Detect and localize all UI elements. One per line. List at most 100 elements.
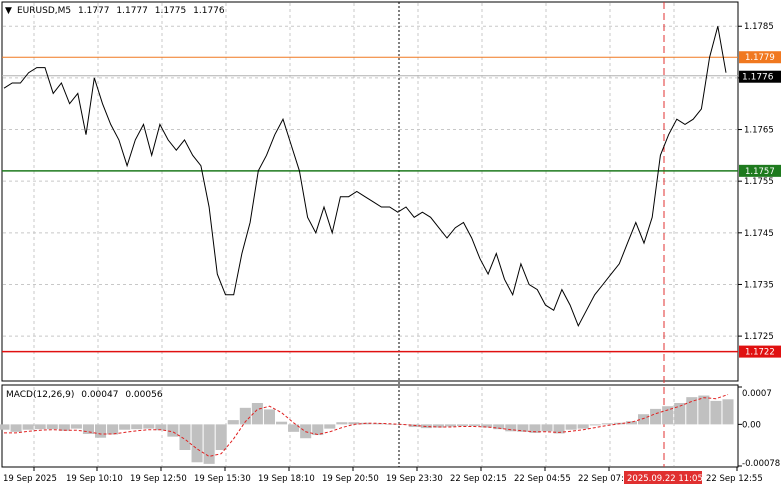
- macd-bar: [203, 424, 215, 464]
- macd-bar: [493, 424, 505, 430]
- macd-bar: [444, 424, 456, 427]
- symbol-header: ▼ EURUSD,M5 1.1777 1.1777 1.1775 1.1776: [5, 6, 225, 16]
- macd-bar: [577, 424, 589, 429]
- macd-name: MACD(12,26,9): [6, 390, 74, 400]
- macd-bar: [119, 424, 131, 430]
- macd-tick-label: 0.0007: [742, 389, 772, 399]
- macd-bar: [312, 424, 324, 436]
- time-tick-label: 19 Sep 12:50: [130, 474, 187, 484]
- time-tick-label: 22 Sep 04:55: [514, 474, 571, 484]
- macd-bar: [372, 423, 384, 425]
- macd-bar: [686, 397, 698, 425]
- macd-bar: [336, 422, 348, 425]
- macd-bar: [179, 424, 191, 450]
- macd-bar: [517, 424, 529, 432]
- level-price-labels: 1.1779 1.1757 1.1722: [739, 51, 781, 358]
- time-tick-label: 19 Sep 18:10: [258, 474, 315, 484]
- macd-bar: [625, 421, 637, 425]
- macd-bar: [167, 424, 179, 437]
- macd-bar: [46, 424, 58, 430]
- macd-bar: [541, 424, 553, 432]
- macd-bar: [662, 406, 674, 425]
- symbol-name: EURUSD,M5: [17, 6, 71, 16]
- macd-bar: [10, 424, 22, 432]
- price-tick-label: 1.1745: [744, 229, 774, 239]
- macd-bar: [70, 424, 82, 429]
- macd-bar: [0, 424, 10, 430]
- time-tick-label: 19 Sep 20:50: [322, 474, 379, 484]
- ohlc-low: 1.1775: [155, 6, 187, 16]
- price-grid: [3, 3, 737, 380]
- time-tick-label: 19 Sep 15:30: [194, 474, 251, 484]
- time-highlight-text: 2025.09.22 11:05: [627, 474, 703, 484]
- time-tick-label: 19 Sep 23:30: [386, 474, 443, 484]
- macd-bar: [95, 424, 107, 438]
- price-tick-label: 1.1765: [744, 126, 774, 136]
- macd-bar: [710, 400, 722, 425]
- macd-bar: [469, 424, 481, 426]
- header-dropdown-arrow-icon[interactable]: ▼: [5, 6, 12, 16]
- ohlc-close: 1.1776: [193, 6, 225, 16]
- macd-bar: [34, 424, 46, 430]
- macd-bar: [263, 409, 275, 425]
- time-tick-label: 22 Sep 02:15: [450, 474, 507, 484]
- macd-bar: [276, 421, 288, 425]
- macd-grid: [33, 387, 675, 466]
- macd-bar: [529, 424, 541, 433]
- macd-bar: [22, 424, 34, 430]
- macd-bar: [722, 399, 734, 425]
- level-label-text: 1.1757: [745, 167, 775, 177]
- ohlc-high: 1.1777: [116, 6, 148, 16]
- macd-bar: [239, 407, 251, 425]
- time-tick-label: 22 Sep 07:35: [578, 474, 635, 484]
- macd-bar: [348, 422, 360, 425]
- macd-bar: [698, 395, 710, 425]
- level-label-text: 1.1722: [745, 348, 775, 358]
- macd-bar: [553, 424, 565, 434]
- macd-bar: [215, 424, 227, 450]
- ohlc-open: 1.1777: [78, 6, 110, 16]
- level-label-bg: [739, 164, 781, 177]
- macd-bar: [638, 414, 650, 425]
- macd-header: MACD(12,26,9) 0.00047 0.00056: [6, 390, 163, 400]
- macd-bar: [601, 423, 613, 425]
- macd-bar: [650, 408, 662, 425]
- macd-signal-value: 0.00056: [125, 390, 162, 400]
- macd-bar: [107, 424, 119, 435]
- macd-bar: [251, 403, 263, 425]
- svg-text:MACD(12,26,9) 0.00047: MACD(12,26,9) 0.00047 0.00056: [6, 390, 163, 400]
- time-tick-label: 22 Sep 12:55: [706, 474, 763, 484]
- price-tick-label: 1.1735: [744, 280, 774, 290]
- price-pane-frame: [1, 1, 739, 382]
- macd-axis: 0.0007 0.00 -0.00078: [738, 386, 780, 469]
- level-label-text: 1.1779: [745, 53, 775, 63]
- macd-bar: [505, 424, 517, 432]
- macd-bar: [396, 424, 408, 425]
- level-label-bg: [739, 345, 781, 358]
- macd-signal-line: [4, 394, 729, 457]
- price-tick-label: 1.1785: [744, 22, 774, 32]
- time-tick-label: 19 Sep 2025: [3, 474, 57, 484]
- time-highlight-bg: [624, 471, 702, 484]
- macd-tick-label: 0.00: [742, 420, 761, 430]
- macd-bar: [191, 424, 203, 463]
- current-price-label-text: 1.1776: [742, 73, 774, 83]
- price-tick-label: 1.1725: [744, 332, 774, 342]
- price-series-line: [3, 26, 727, 327]
- macd-bar: [82, 424, 94, 434]
- current-price-label: 1.1776: [739, 70, 781, 83]
- macd-tick-label: -0.00078: [742, 459, 780, 469]
- time-highlight-label: 2025.09.22 11:05: [624, 471, 703, 484]
- macd-bar: [131, 424, 143, 430]
- macd-bar: [481, 424, 493, 428]
- svg-text:EURUSD,M5 1.1777 1: EURUSD,M5 1.1777 1.1777 1.1775 1.1776: [17, 6, 225, 16]
- macd-bar: [227, 420, 239, 425]
- macd-bar: [58, 424, 70, 431]
- time-tick-label: 19 Sep 10:10: [66, 474, 123, 484]
- macd-bar: [155, 424, 167, 431]
- level-label-bg: [739, 51, 781, 64]
- macd-bar: [589, 424, 601, 426]
- macd-bar: [674, 403, 686, 425]
- macd-histogram: [0, 395, 734, 464]
